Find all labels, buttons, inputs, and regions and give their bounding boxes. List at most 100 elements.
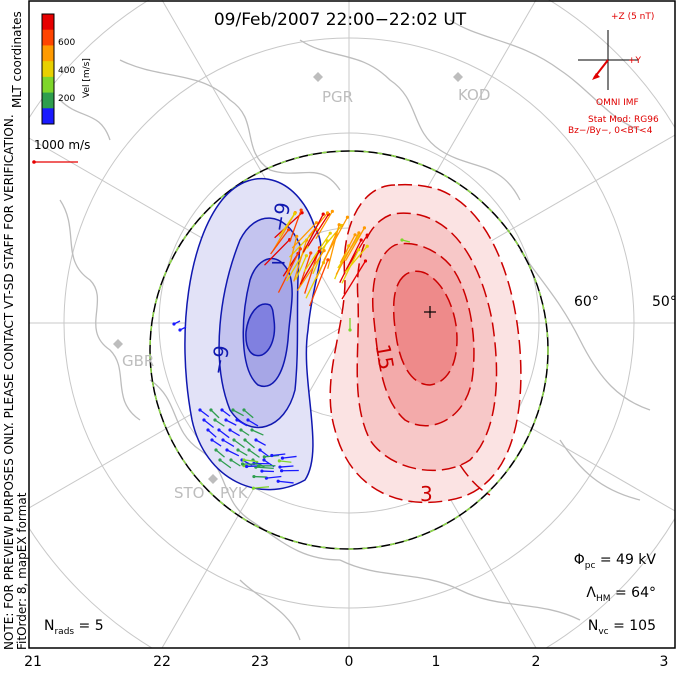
velocity-vector-origin <box>172 322 176 326</box>
colorbar-swatch <box>42 14 54 31</box>
velocity-vector <box>271 453 286 457</box>
velocity-vector-origin <box>202 418 206 422</box>
velocity-vector-origin <box>326 258 330 262</box>
velocity-vector-origin <box>348 328 352 332</box>
lambda-hm-stat: ΛHM = 64° <box>586 585 656 604</box>
velocity-vector <box>244 439 255 449</box>
velocity-vector <box>289 209 302 243</box>
velocity-vector <box>339 234 356 264</box>
velocity-vector <box>277 248 301 293</box>
velocity-vector-origin <box>254 438 258 442</box>
velocity-vector-origin <box>235 418 239 422</box>
velocity-vector <box>203 419 214 429</box>
colorbar-swatch <box>42 61 54 78</box>
velocity-vector-origin <box>247 448 251 452</box>
latitude-label-50: 50° <box>652 294 677 310</box>
velocity-vector <box>285 236 298 278</box>
velocity-vector-origin <box>286 228 291 232</box>
velocity-vector-origin <box>365 233 369 237</box>
velocity-vector-origin <box>321 212 325 216</box>
velocity-vector-origin <box>299 208 303 212</box>
velocity-vector <box>264 239 291 266</box>
velocity-vector <box>210 409 220 419</box>
velocity-vector-origin <box>258 448 262 452</box>
velocity-vector-origin <box>353 233 357 237</box>
mlt-tick-21: 21 <box>24 654 42 670</box>
velocity-vector-origin <box>356 248 361 252</box>
velocity-vector-origin <box>242 458 246 462</box>
velocity-vector-origin <box>206 428 210 432</box>
velocity-vector <box>243 409 254 419</box>
hm-boundary-dash <box>149 150 549 550</box>
velocity-vector <box>233 439 245 449</box>
velocity-vector <box>344 227 365 262</box>
velocity-vector <box>309 259 329 307</box>
velocity-vector <box>282 455 297 459</box>
imf-model: Stat Mod: RG96 <box>588 115 659 125</box>
velocity-vector <box>247 419 259 427</box>
contour-label-neg-upper: −9 <box>266 200 296 234</box>
velocity-vector <box>215 449 225 458</box>
velocity-vector-origin <box>280 456 285 460</box>
velocity-vector-origin <box>228 428 232 432</box>
velocity-vector <box>255 439 266 446</box>
velocity-vector <box>296 250 325 291</box>
velocity-vector <box>341 260 367 300</box>
velocity-vector-origin <box>242 408 246 412</box>
colorbar-swatch <box>42 76 54 94</box>
imf-y-label: +Y <box>628 56 642 66</box>
velocity-vector-origin <box>229 458 233 462</box>
velocity-vector-origin <box>277 459 281 463</box>
velocity-vector <box>295 255 307 280</box>
preview-note: NOTE: FOR PREVIEW PURPOSES ONLY. PLEASE … <box>2 114 16 650</box>
velocity-vector <box>315 233 337 280</box>
velocity-vector <box>279 465 294 468</box>
velocity-vector <box>226 449 240 457</box>
velocity-vector-origin <box>214 448 218 452</box>
contour-label-pos-15: 15 <box>370 342 399 372</box>
velocity-vector-origin <box>220 408 224 412</box>
velocity-vector-origin <box>232 438 236 442</box>
mlt-tick-23: 23 <box>251 654 269 670</box>
velocity-vector <box>307 213 330 247</box>
velocity-vector <box>253 486 270 489</box>
velocity-vector-origin <box>322 249 326 253</box>
velocity-vector-origin <box>239 428 243 432</box>
station-pyk: PYK <box>220 484 248 502</box>
n-vc-stat: Nvc = 105 <box>587 618 656 637</box>
velocity-vector-origin <box>400 238 404 242</box>
n-rads-stat: Nrads = 5 <box>44 618 104 637</box>
velocity-vector-origin <box>246 418 250 422</box>
velocity-vector-origin <box>262 455 266 459</box>
mlt-tick-2: 2 <box>531 654 541 670</box>
velocity-vector-origin <box>198 408 202 412</box>
velocity-colorbar <box>41 13 55 125</box>
velocity-vector <box>214 419 225 427</box>
colorbar-label: Vel [m/s] <box>82 58 92 98</box>
velocity-vector <box>221 409 231 417</box>
velocity-vector-origin <box>298 247 302 251</box>
velocity-vector-origin <box>365 244 369 248</box>
velocity-vector-origin <box>293 212 297 216</box>
colorbar-swatch <box>42 45 54 62</box>
velocity-vector-origin <box>221 438 225 442</box>
velocity-vector-origin <box>225 448 229 452</box>
velocity-vector <box>199 409 210 418</box>
potential-max-marker <box>424 306 436 318</box>
velocity-vector <box>288 228 317 258</box>
velocity-vector-origin <box>178 328 182 332</box>
positive-cell <box>329 183 522 504</box>
velocity-vector-origin <box>218 458 222 462</box>
velocity-vector-origin <box>309 251 313 255</box>
station-markers <box>113 72 463 484</box>
imf-source: OMNI IMF <box>596 98 639 108</box>
velocity-vectors <box>172 208 411 490</box>
station-pgr: PGR <box>322 88 354 106</box>
mlt-coordinates-label: MLT coordinates <box>10 11 24 108</box>
velocity-vector <box>344 245 368 273</box>
velocity-vector <box>253 475 267 478</box>
colorbar-frame <box>41 13 55 125</box>
contour-label-neg-lower: −9 <box>205 343 235 377</box>
velocity-vector <box>248 449 260 458</box>
